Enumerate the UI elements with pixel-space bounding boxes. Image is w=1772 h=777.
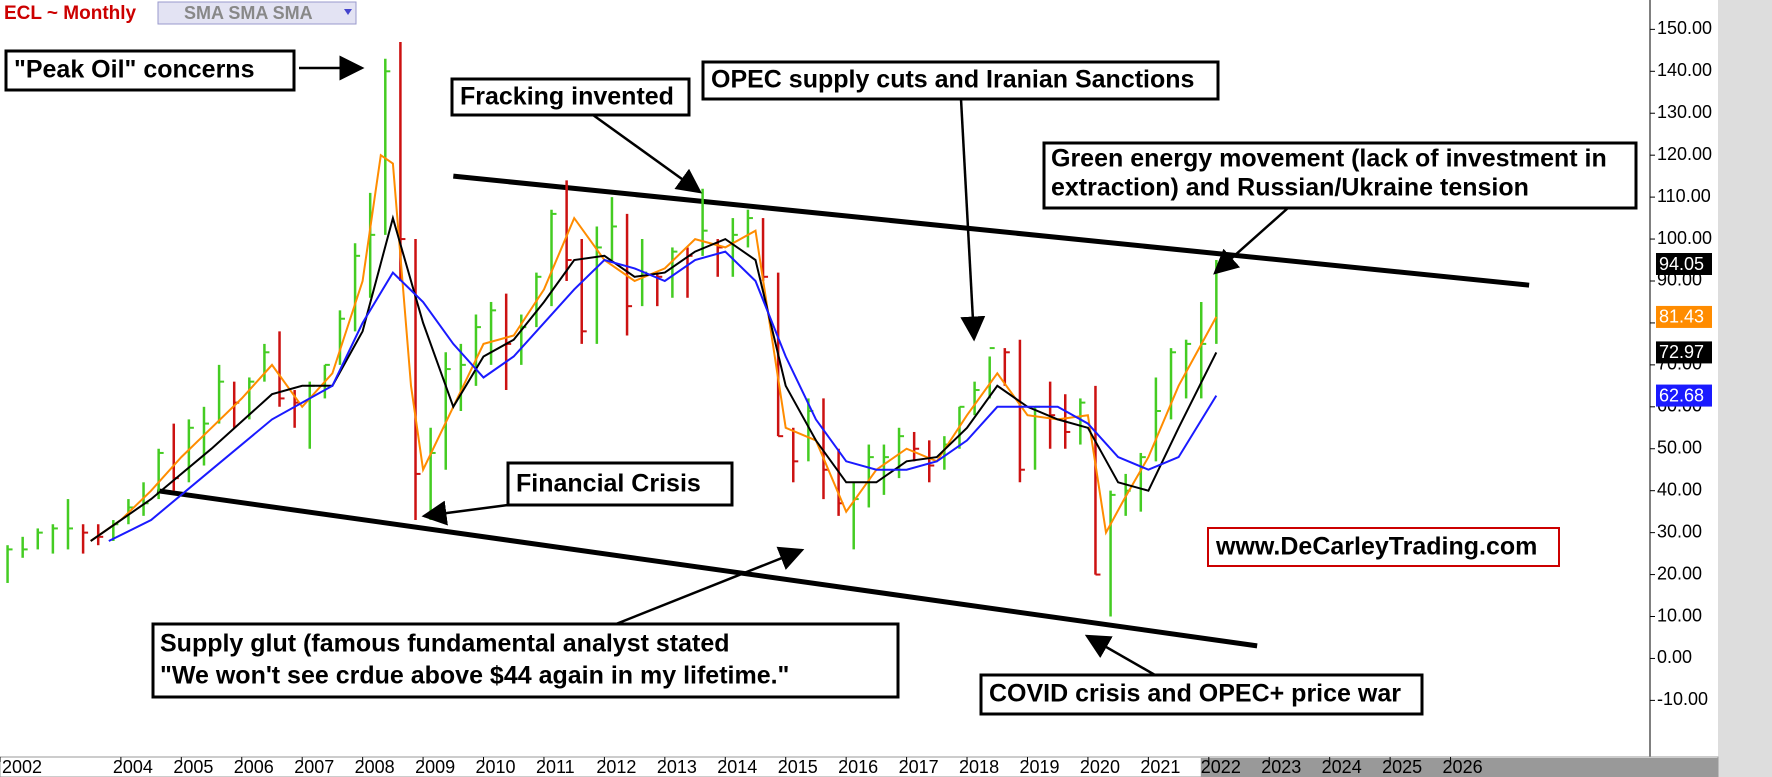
dropdown-icon bbox=[344, 9, 352, 15]
annotations: "Peak Oil" concerns Fracking invented OP… bbox=[4, 49, 1638, 716]
x-tick-label: 2013 bbox=[657, 757, 697, 777]
x-tick-label: 2026 bbox=[1443, 757, 1483, 777]
indicator-dropdown[interactable] bbox=[157, 1, 357, 25]
website-box bbox=[1207, 527, 1560, 567]
y-tick-label: 50.00 bbox=[1657, 437, 1702, 457]
last-value-box bbox=[1656, 341, 1712, 364]
sma-line bbox=[90, 153, 1218, 542]
x-tick-label: 2011 bbox=[536, 757, 575, 777]
trendline bbox=[453, 173, 1530, 288]
x-tick-label: 2017 bbox=[899, 757, 939, 777]
x-tick-label: 2015 bbox=[778, 757, 818, 777]
y-tick-label: 120.00 bbox=[1657, 144, 1712, 164]
x-tick-label: 2005 bbox=[173, 757, 213, 777]
x-tick-label: 2010 bbox=[476, 757, 516, 777]
annotation: "Peak Oil" concerns bbox=[14, 56, 254, 84]
y-tick-label: 40.00 bbox=[1657, 479, 1702, 499]
arrow bbox=[421, 500, 509, 526]
annotation: COVID crisis and OPEC+ price war bbox=[989, 680, 1401, 708]
annotation-box bbox=[506, 461, 734, 507]
last-value-box bbox=[1656, 253, 1712, 276]
annotation: Fracking invented bbox=[460, 83, 674, 111]
indicator-label: SMA SMA SMA bbox=[184, 3, 313, 23]
last-value-box bbox=[1656, 384, 1712, 407]
x-tick-label: 2021 bbox=[1140, 757, 1180, 777]
website: www.DeCarleyTrading.com bbox=[1215, 533, 1537, 561]
annotation-box bbox=[701, 60, 1220, 101]
x-tick-label: 2018 bbox=[959, 757, 999, 777]
y-tick-label: 100.00 bbox=[1657, 228, 1712, 248]
x-tick-label: 2022 bbox=[1201, 757, 1241, 777]
sma-line bbox=[108, 250, 1218, 542]
annotation-box bbox=[151, 622, 900, 699]
x-tick-label: 2020 bbox=[1080, 757, 1120, 777]
annotation-box bbox=[450, 77, 691, 117]
annotation: Financial Crisis bbox=[516, 470, 701, 498]
x-tick-label: 2024 bbox=[1322, 757, 1362, 777]
chart-title: ECL ~ Monthly bbox=[4, 3, 137, 24]
annotation: OPEC supply cuts and Iranian Sanctions bbox=[711, 66, 1194, 94]
x-tick-label: 2009 bbox=[415, 757, 455, 777]
arrow bbox=[615, 546, 805, 626]
arrow bbox=[959, 98, 986, 342]
axes: -10.000.0010.0020.0030.0040.0050.0060.00… bbox=[0, 18, 1718, 777]
plot-area bbox=[6, 41, 1530, 649]
x-tick-label: 2023 bbox=[1261, 757, 1301, 777]
last-value-label: 72.97 bbox=[1659, 342, 1704, 362]
y-tick-label: -10.00 bbox=[1657, 689, 1708, 709]
last-value-label: 94.05 bbox=[1659, 254, 1704, 274]
x-tick-label: 2014 bbox=[717, 757, 757, 777]
x-tick-label: 2004 bbox=[113, 757, 153, 777]
side-panel bbox=[1718, 0, 1772, 777]
y-tick-label: 140.00 bbox=[1657, 60, 1712, 80]
y-tick-label: 150.00 bbox=[1657, 18, 1712, 38]
last-value-label: 62.68 bbox=[1659, 385, 1704, 405]
trendline bbox=[156, 488, 1258, 649]
x-tick-label: 2019 bbox=[1019, 757, 1059, 777]
y-tick-label: 10.00 bbox=[1657, 605, 1702, 625]
annotation: extraction) and Russian/Ukraine tension bbox=[1051, 174, 1529, 202]
y-tick-label: 30.00 bbox=[1657, 521, 1702, 541]
future-band bbox=[1200, 758, 1718, 777]
x-tick-label: 2016 bbox=[838, 757, 878, 777]
y-tick-label: 0.00 bbox=[1657, 647, 1692, 667]
y-tick-label: 110.00 bbox=[1657, 186, 1711, 206]
x-tick-label: 2008 bbox=[355, 757, 395, 777]
annotation-box bbox=[979, 673, 1424, 716]
annotation: Green energy movement (lack of investmen… bbox=[1051, 145, 1607, 173]
x-tick-label: 2025 bbox=[1382, 757, 1422, 777]
y-tick-label: 130.00 bbox=[1657, 102, 1712, 122]
y-tick-label: 20.00 bbox=[1657, 563, 1702, 583]
arrow bbox=[1213, 207, 1289, 275]
last-value-box bbox=[1656, 305, 1712, 328]
annotation-box bbox=[4, 49, 296, 92]
last-value-label: 81.43 bbox=[1659, 307, 1704, 327]
sma-line bbox=[90, 214, 1218, 542]
annotation-box bbox=[1042, 141, 1638, 210]
x-tick-label: 2006 bbox=[234, 757, 274, 777]
annotation: "We won't see crdue above $44 again in m… bbox=[160, 662, 789, 690]
arrow bbox=[1084, 634, 1156, 677]
x-tick-label: 2007 bbox=[294, 757, 334, 777]
arrow bbox=[592, 113, 703, 194]
annotation: Supply glut (famous fundamental analyst … bbox=[160, 630, 730, 658]
x-tick-label: 2012 bbox=[596, 757, 636, 777]
x-tick-label: 2002 bbox=[2, 757, 42, 777]
